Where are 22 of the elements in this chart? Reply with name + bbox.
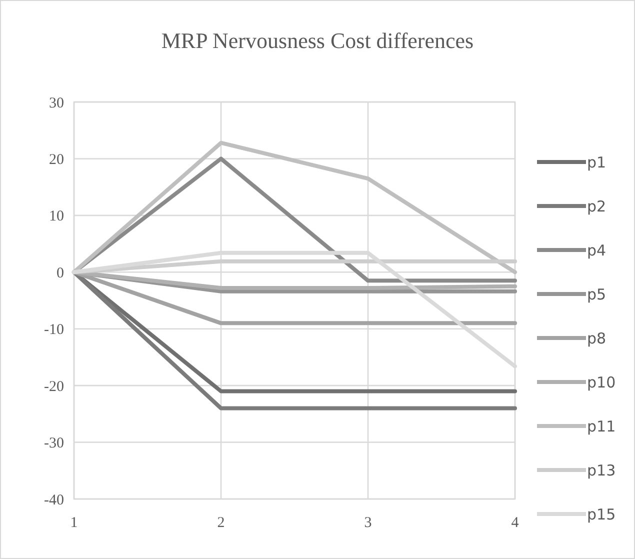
legend-label: p15: [587, 505, 616, 524]
legend-label: p11: [587, 417, 616, 436]
y-tick-label: -20: [44, 378, 64, 395]
legend-label: p13: [587, 461, 616, 480]
legend-label: p4: [587, 241, 606, 260]
x-tick-label: 1: [70, 515, 78, 531]
chart-title: MRP Nervousness Cost differences: [161, 28, 474, 53]
y-tick-label: -10: [44, 322, 64, 338]
legend-label: p5: [587, 285, 606, 304]
y-tick-label: 20: [49, 152, 64, 168]
legend-label: p8: [587, 329, 606, 348]
x-tick-label: 4: [511, 515, 520, 531]
legend-label: p2: [587, 197, 606, 216]
y-tick-label: -40: [44, 492, 64, 508]
legend-label: p1: [587, 153, 606, 172]
y-tick-label: 0: [56, 265, 64, 282]
y-tick-label: 30: [49, 95, 64, 112]
x-tick-label: 2: [217, 515, 225, 531]
y-tick-label: 10: [49, 208, 64, 225]
x-tick-label: 3: [364, 515, 372, 531]
legend-label: p10: [587, 373, 616, 392]
y-tick-label: -30: [44, 436, 64, 452]
